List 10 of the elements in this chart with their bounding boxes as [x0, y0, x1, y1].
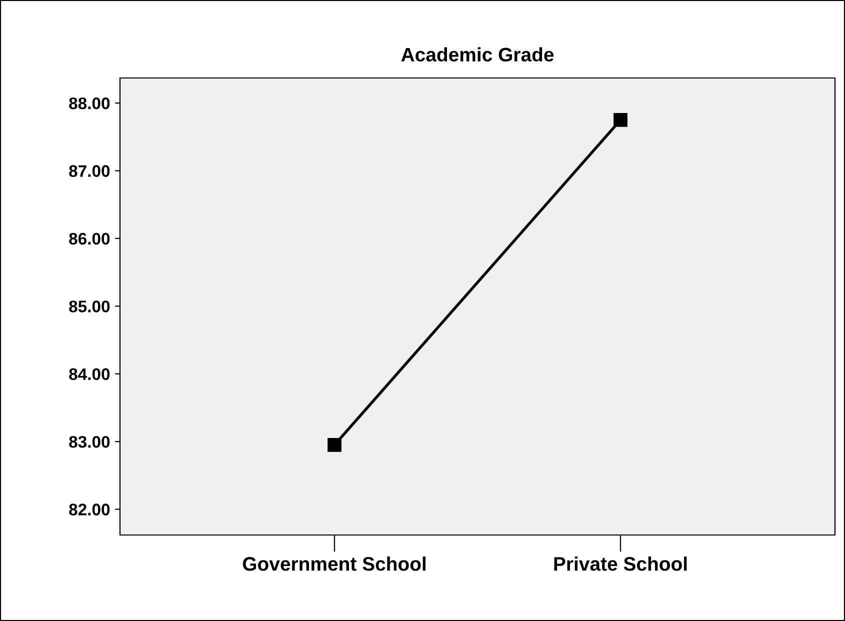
x-tick-label: Government School — [242, 556, 426, 571]
y-tick-label: 84.00 — [69, 368, 110, 380]
y-tick-label: 86.00 — [69, 232, 110, 245]
x-tick-label: Private School — [554, 556, 687, 571]
y-tick-label: 83.00 — [69, 436, 110, 448]
y-tick-label: 85.00 — [69, 300, 110, 312]
y-tick-label: 82.00 — [69, 504, 110, 516]
chart-title: Academic Grade — [401, 47, 554, 62]
y-tick-label: 88.00 — [69, 97, 110, 110]
y-tick-label: 87.00 — [69, 165, 110, 177]
